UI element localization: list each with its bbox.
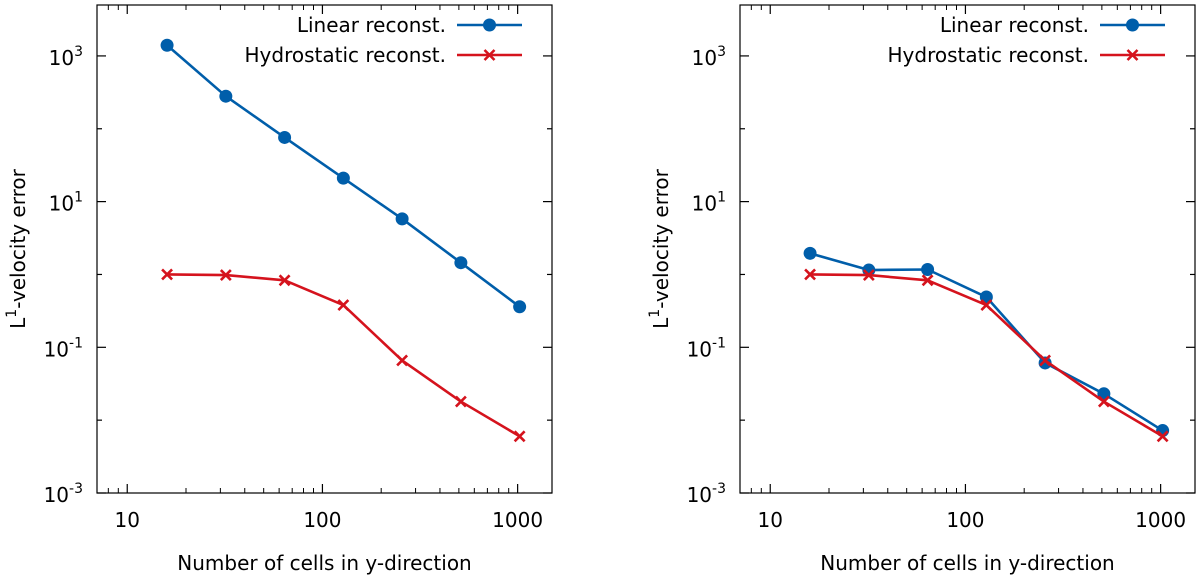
x-tick-label: 1000 [492,508,543,532]
data-point [219,269,232,282]
legend: Linear reconst. Hydrostatic reconst. [888,13,1165,67]
y-tick-label: 101 [49,190,83,216]
plot-frame [96,4,553,494]
y-tick-label: 10-1 [44,335,83,361]
data-point [1038,356,1052,370]
series-hydrostatic [804,268,1169,443]
data-point [278,130,292,144]
y-tick-label: 103 [692,44,726,70]
data-point [803,246,817,260]
data-point [219,89,233,103]
data-point [454,256,468,270]
chart-panel-2: 10 100 1000 10-3 10-1 101 103 Number of cells i… [647,4,1196,575]
data-point [1039,354,1052,367]
legend-label: Hydrostatic reconst. [245,43,446,67]
x-tick-label: 100 [946,508,984,532]
legend-label: Linear reconst. [940,13,1089,37]
y-tick-label: 10-3 [687,481,726,507]
y-axis-label: L1-velocity error [4,168,30,328]
chart-panel-1: 10 100 1000 10-3 10-1 101 103 Number of cells i… [4,4,553,575]
y-axis-label: L1-velocity error [647,168,673,328]
legend-marker [483,18,496,32]
series-line [167,273,521,438]
data-point [454,395,467,408]
data-point [395,212,409,226]
x-tick-label: 10 [115,508,140,532]
y-tick-label: 10-1 [687,335,726,361]
x-axis-label: Number of cells in y-direction [820,551,1114,575]
data-point [513,300,527,314]
data-point [278,274,291,287]
data-point [1097,395,1110,408]
legend-marker [1126,49,1139,61]
data-point [337,299,350,311]
data-point [336,171,350,185]
data-point [980,299,993,311]
plot-frame [739,4,1196,494]
y-tick-label: 10-3 [44,481,83,507]
data-point [921,262,935,276]
y-tick-label: 101 [692,190,726,216]
series-linear [160,38,527,314]
data-point [161,268,173,281]
x-tick-label: 1000 [1135,508,1186,532]
legend-label: Hydrostatic reconst. [888,43,1089,67]
data-point [921,274,934,287]
y-tick-label: 103 [49,44,83,70]
series-hydrostatic [161,268,526,443]
data-point [160,38,174,52]
data-point [1156,430,1169,443]
legend-marker [483,49,496,61]
data-point [513,430,526,443]
legend: Linear reconst. Hydrostatic reconst. [245,13,522,67]
data-point [396,354,409,367]
data-point [804,268,816,281]
data-point [862,269,875,282]
legend-label: Linear reconst. [297,13,446,37]
x-tick-label: 100 [303,508,341,532]
legend-marker [1126,18,1139,32]
x-tick-label: 10 [758,508,783,532]
x-axis-label: Number of cells in y-direction [177,551,471,575]
